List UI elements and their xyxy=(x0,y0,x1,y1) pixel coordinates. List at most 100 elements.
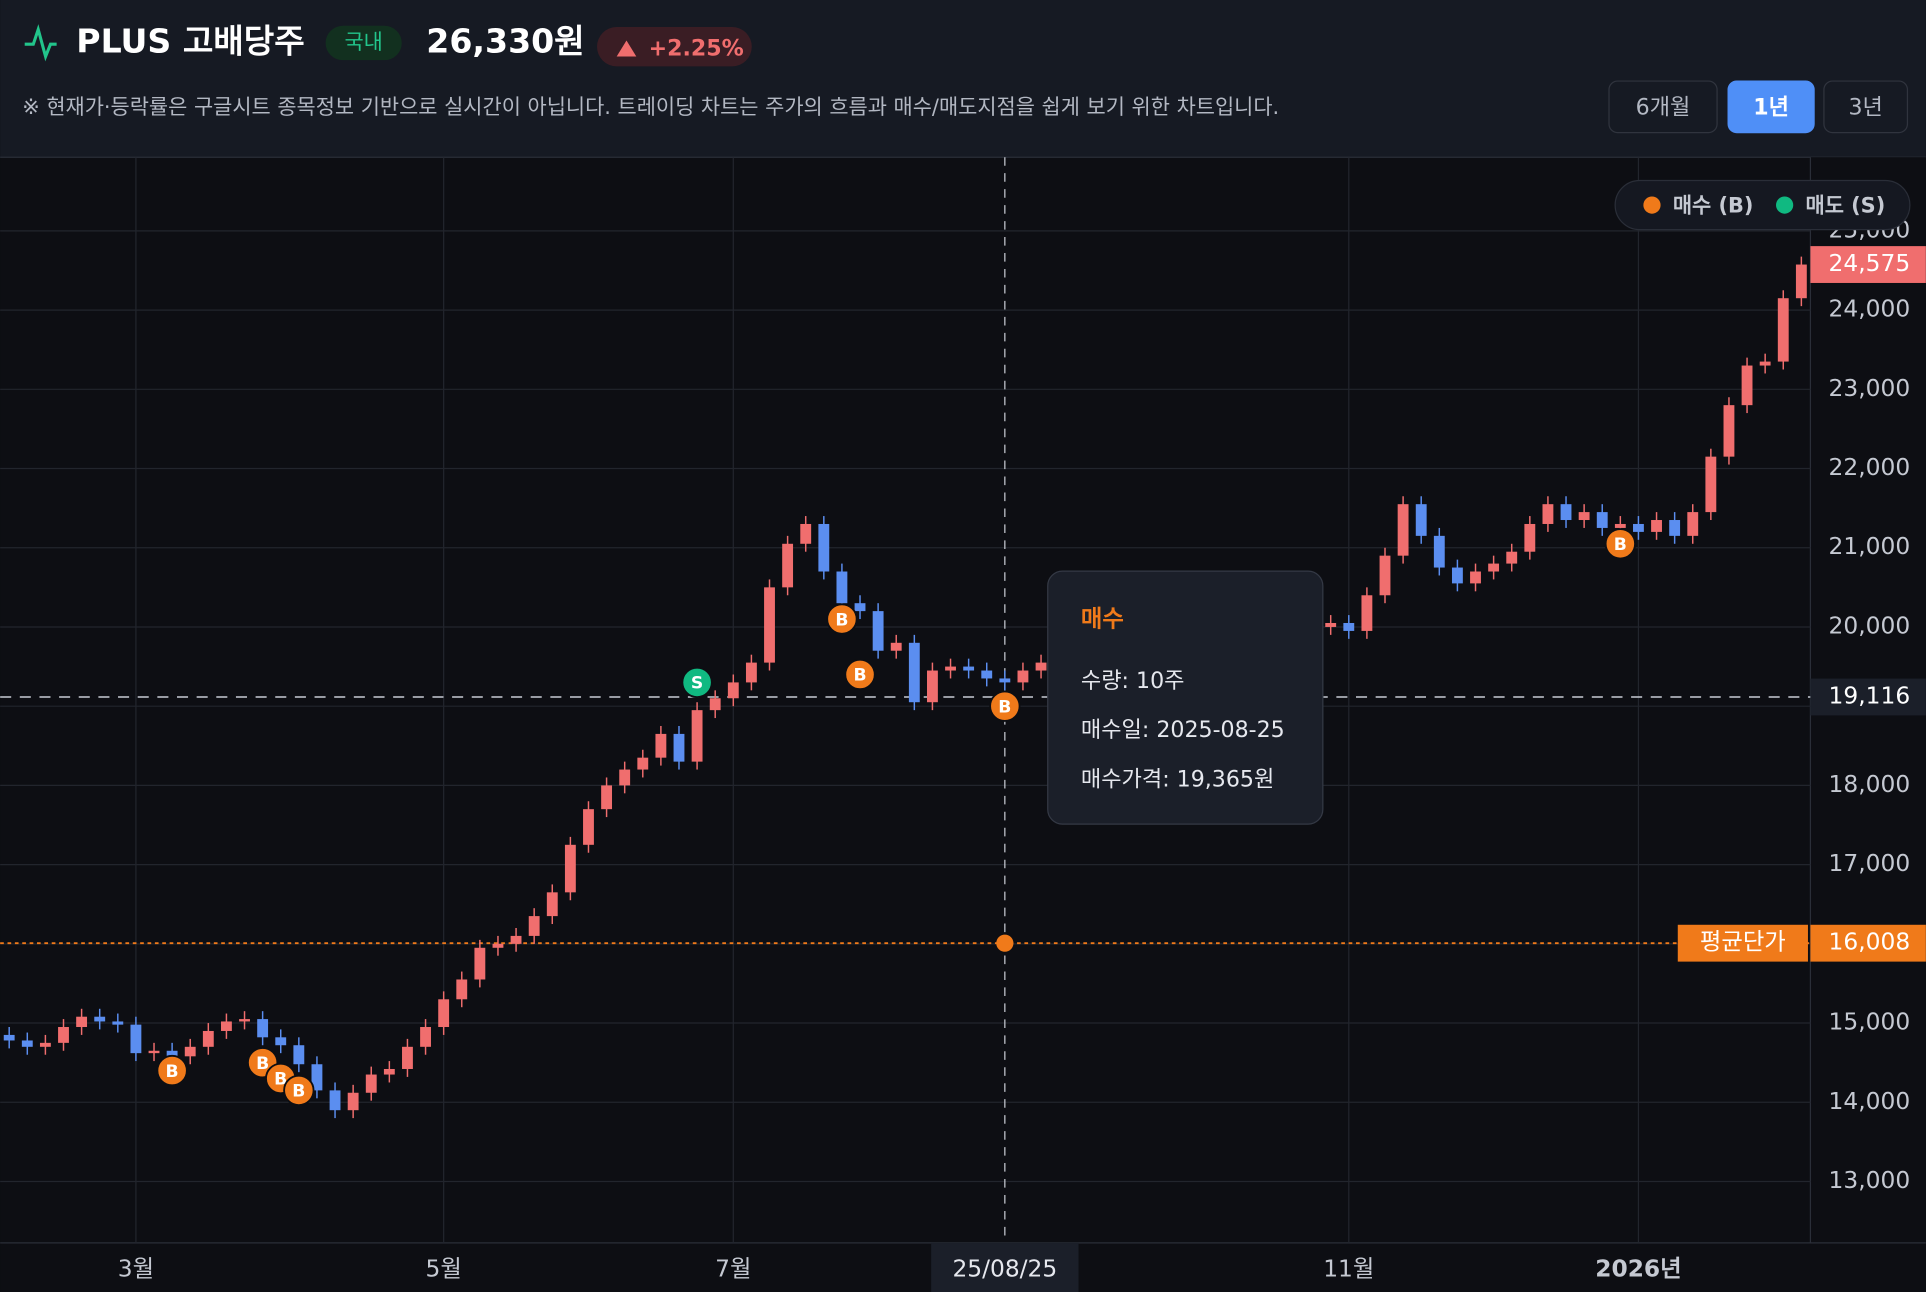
period-label[interactable]: 3년 xyxy=(1848,95,1882,121)
candle-body xyxy=(365,1074,377,1093)
crosshair-x-label: 25/08/25 xyxy=(952,1254,1057,1282)
legend-label: 매도 (S) xyxy=(1806,193,1886,217)
x-tick-label: 5월 xyxy=(426,1254,462,1282)
candle-body xyxy=(148,1050,160,1054)
candle-body xyxy=(691,710,703,762)
candle-body xyxy=(673,733,685,762)
candle-body xyxy=(39,1042,51,1047)
candle-body xyxy=(311,1064,323,1091)
market-label: 국내 xyxy=(344,30,382,54)
tooltip-line: 매수일: 2025-08-25 xyxy=(1081,717,1285,743)
trade-marker xyxy=(826,603,858,635)
tooltip-line: 매수가격: 19,365원 xyxy=(1081,766,1274,792)
trade-marker xyxy=(283,1074,315,1107)
candle-body xyxy=(1614,523,1626,528)
period-buttons: 6개월 1년 3년 xyxy=(1608,80,1909,134)
tooltip-title: 매수 xyxy=(1081,605,1124,633)
period-label[interactable]: 1년 xyxy=(1753,95,1789,121)
candle-body xyxy=(872,611,884,651)
candle-body xyxy=(3,1034,15,1041)
candle-body xyxy=(402,1046,413,1069)
trade-marker-label: B xyxy=(256,1054,269,1074)
candle-body xyxy=(1759,361,1771,366)
up-triangle xyxy=(616,40,637,57)
candle-body xyxy=(709,698,721,711)
y-tick-label: 23,000 xyxy=(1829,374,1911,402)
reference-value: 16,008 xyxy=(1829,928,1911,956)
candle-body xyxy=(1687,512,1699,536)
candle-body xyxy=(1741,365,1753,406)
y-tick-label: 21,000 xyxy=(1829,532,1911,560)
y-tick-label: 13,000 xyxy=(1829,1166,1911,1194)
candle-body xyxy=(1633,523,1644,532)
candle-body xyxy=(239,1019,250,1022)
reference-box xyxy=(1810,924,1926,962)
candle-body xyxy=(492,943,504,948)
price: 26,330원 xyxy=(426,21,584,60)
candle-body xyxy=(1433,535,1445,568)
reference-box xyxy=(1810,678,1926,716)
candle-body xyxy=(456,979,468,1000)
tooltip-line: 수량: 10주 xyxy=(1081,668,1185,694)
candle-body xyxy=(474,947,486,980)
candle-body xyxy=(420,1027,431,1047)
period-button[interactable] xyxy=(1608,80,1718,134)
trade-marker-label: B xyxy=(292,1082,305,1102)
candle-body xyxy=(583,809,594,845)
legend-box xyxy=(1614,179,1911,231)
candle-body xyxy=(1397,504,1409,556)
candle-body xyxy=(619,769,631,786)
candle-body xyxy=(76,1016,88,1028)
candle-body xyxy=(800,523,812,544)
candle-body xyxy=(637,757,649,770)
candle-body xyxy=(564,844,576,893)
candle-body xyxy=(1596,512,1608,528)
chart: 13,00014,00015,00016,00017,00018,00019,0… xyxy=(0,157,1926,1292)
candle-body xyxy=(275,1037,287,1046)
change: +2.25% xyxy=(649,36,744,62)
trade-marker-label: B xyxy=(274,1070,287,1090)
candle-body xyxy=(528,916,540,936)
candle-body xyxy=(546,892,558,917)
x-tick-label: 3월 xyxy=(118,1254,154,1282)
tooltip-box xyxy=(1047,570,1324,825)
candle-body xyxy=(347,1092,359,1111)
period-button[interactable] xyxy=(1823,80,1909,134)
notice: ※ 현재가·등락률은 구글시트 종목정보 기반으로 실시간이 아닙니다. 트레이… xyxy=(22,95,1279,119)
crosshair-dot xyxy=(996,934,1014,952)
candle-body xyxy=(836,571,848,604)
trade-marker-label: B xyxy=(166,1062,179,1082)
candle-body xyxy=(1470,571,1481,584)
candle-body xyxy=(945,666,956,671)
candle-body xyxy=(1560,504,1572,521)
header-bg xyxy=(0,0,1926,158)
candle-body xyxy=(908,642,920,703)
trade-marker-label: B xyxy=(1614,535,1627,555)
candle-body xyxy=(21,1040,33,1047)
reference-value: 19,116 xyxy=(1829,681,1911,709)
period-label[interactable]: 6개월 xyxy=(1636,95,1691,121)
candle-body xyxy=(329,1090,341,1111)
candle-body xyxy=(510,935,522,944)
candle-body xyxy=(202,1030,214,1047)
trade-marker-label: S xyxy=(691,674,703,694)
candle-body xyxy=(818,523,830,572)
candle-body xyxy=(1379,555,1391,596)
x-tick-label: 11월 xyxy=(1323,1254,1374,1282)
trade-marker xyxy=(844,658,876,691)
trade-marker-label: B xyxy=(835,610,848,630)
logo-icon xyxy=(24,24,57,62)
candle-body xyxy=(854,603,866,612)
x-tick-label: 2026년 xyxy=(1595,1254,1681,1282)
period-button[interactable] xyxy=(1727,80,1815,134)
candle-body xyxy=(383,1068,395,1075)
y-tick-label: 14,000 xyxy=(1829,1087,1911,1115)
last-price-box xyxy=(1810,246,1926,283)
candle-body xyxy=(1578,512,1590,521)
legend-dot xyxy=(1776,196,1794,214)
candle-body xyxy=(655,733,667,758)
trade-marker xyxy=(681,666,713,699)
candle-body xyxy=(1325,622,1337,627)
candle-body xyxy=(1651,520,1662,532)
